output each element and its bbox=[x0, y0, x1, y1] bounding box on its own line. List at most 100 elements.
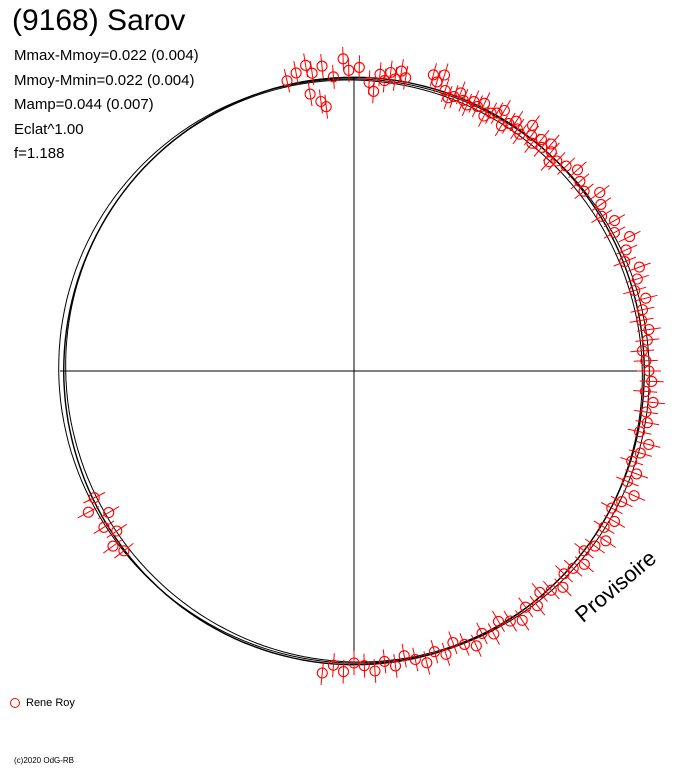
point-marker bbox=[640, 292, 652, 304]
error-bar bbox=[497, 99, 511, 122]
error-bar bbox=[603, 226, 626, 239]
point-marker bbox=[516, 614, 528, 626]
error-bar bbox=[633, 359, 658, 362]
data-point bbox=[629, 314, 654, 326]
data-point bbox=[637, 323, 661, 336]
error-bar bbox=[634, 294, 658, 302]
error-bar bbox=[515, 610, 530, 631]
legend: Rene Roy bbox=[10, 697, 75, 709]
error-bar bbox=[603, 514, 626, 528]
data-point bbox=[542, 580, 560, 600]
point-marker bbox=[543, 156, 555, 168]
error-bar bbox=[440, 63, 449, 87]
copyright: (c)2020 OdG-RB bbox=[14, 756, 75, 765]
data-point bbox=[570, 173, 590, 190]
error-bar bbox=[103, 538, 124, 554]
point-marker bbox=[511, 123, 523, 135]
data-point bbox=[478, 105, 490, 127]
error-bar bbox=[455, 81, 466, 105]
data-point bbox=[600, 502, 623, 515]
error-bar bbox=[510, 118, 525, 140]
error-bar bbox=[630, 349, 655, 353]
error-bar bbox=[563, 559, 583, 577]
point-marker bbox=[578, 558, 590, 570]
stat-f: f=1.188 bbox=[14, 145, 65, 162]
point-marker bbox=[514, 128, 526, 140]
point-marker bbox=[578, 545, 590, 557]
point-marker bbox=[636, 345, 648, 357]
point-marker bbox=[634, 447, 646, 459]
stat-amp: Mamp=0.044 (0.007) bbox=[14, 96, 154, 113]
data-point bbox=[636, 438, 661, 451]
error-bar bbox=[595, 533, 616, 548]
data-point bbox=[529, 595, 546, 616]
stat-moy-min: Mmoy-Mmin=0.022 (0.004) bbox=[14, 71, 195, 89]
data-point bbox=[603, 214, 626, 228]
data-point bbox=[316, 54, 328, 79]
point-marker bbox=[281, 75, 293, 87]
data-point bbox=[563, 559, 583, 577]
data-point bbox=[490, 102, 504, 124]
error-bar bbox=[478, 92, 491, 115]
data-point bbox=[337, 659, 350, 684]
stat-max-moy: Mmax-Mmoy=0.022 (0.004) bbox=[14, 47, 199, 64]
error-bar bbox=[620, 457, 644, 466]
error-bar bbox=[93, 520, 115, 535]
point-marker bbox=[111, 525, 123, 537]
data-point bbox=[485, 102, 498, 125]
point-marker bbox=[304, 88, 316, 100]
point-marker bbox=[479, 97, 491, 109]
point-marker bbox=[641, 334, 653, 346]
data-point bbox=[389, 654, 402, 678]
point-marker bbox=[107, 540, 119, 552]
data-point bbox=[494, 115, 509, 137]
point-marker bbox=[619, 256, 631, 268]
point-marker bbox=[327, 659, 339, 671]
point-marker bbox=[639, 385, 651, 397]
point-marker bbox=[558, 568, 570, 580]
data-point bbox=[589, 184, 610, 201]
error-bar bbox=[501, 112, 516, 134]
error-bar bbox=[441, 642, 451, 666]
point-marker bbox=[545, 138, 557, 150]
data-point bbox=[593, 520, 615, 535]
data-point bbox=[470, 634, 482, 657]
error-bar bbox=[629, 317, 654, 323]
point-marker bbox=[378, 655, 391, 667]
data-point bbox=[568, 161, 587, 179]
data-point bbox=[337, 46, 349, 71]
data-point bbox=[409, 647, 421, 672]
data-point bbox=[584, 538, 605, 554]
data-point bbox=[635, 417, 660, 429]
data-point bbox=[438, 63, 451, 87]
error-bar bbox=[555, 565, 574, 583]
data-point bbox=[316, 661, 328, 686]
error-bar bbox=[459, 633, 470, 656]
error-bar bbox=[616, 476, 639, 487]
point-marker bbox=[567, 562, 579, 574]
error-bar bbox=[636, 441, 661, 448]
error-bar bbox=[403, 65, 409, 90]
error-bar bbox=[531, 582, 548, 602]
data-point bbox=[635, 334, 660, 346]
point-marker bbox=[643, 438, 655, 451]
point-marker bbox=[596, 210, 608, 222]
data-point bbox=[478, 92, 491, 115]
point-marker bbox=[476, 627, 488, 639]
error-bar bbox=[363, 653, 366, 678]
error-bar bbox=[470, 634, 482, 657]
error-bar bbox=[320, 54, 324, 79]
point-marker bbox=[640, 406, 652, 418]
error-bar bbox=[630, 306, 655, 313]
error-bar bbox=[77, 506, 100, 519]
error-bar bbox=[412, 647, 419, 672]
point-marker bbox=[624, 231, 636, 243]
point-marker bbox=[492, 615, 505, 627]
data-point bbox=[515, 610, 530, 631]
point-marker bbox=[634, 426, 646, 438]
error-bar bbox=[529, 595, 546, 616]
point-marker bbox=[534, 586, 546, 598]
point-marker bbox=[526, 137, 538, 149]
point-marker bbox=[536, 141, 548, 153]
point-marker bbox=[438, 69, 451, 81]
